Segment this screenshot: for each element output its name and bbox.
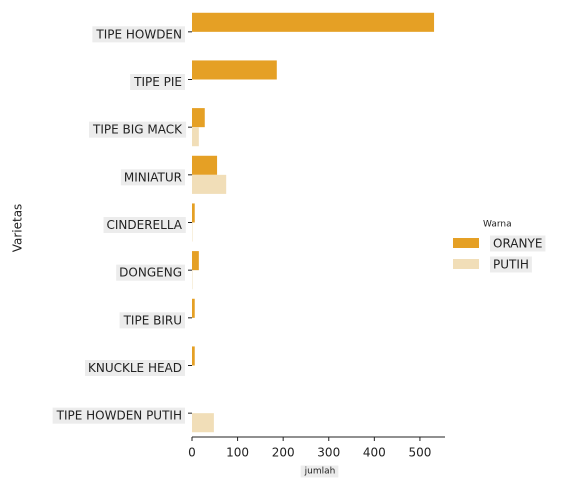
y-tick-label-bg bbox=[92, 26, 185, 43]
legend-label: ORANYE bbox=[493, 237, 542, 251]
y-tick-label-bg bbox=[116, 264, 185, 281]
bar bbox=[192, 346, 195, 366]
y-tick-label: TIPE PIE bbox=[133, 75, 182, 89]
bar bbox=[192, 127, 199, 147]
x-tick-label: 300 bbox=[317, 446, 340, 460]
bar bbox=[192, 12, 435, 32]
legend-swatch bbox=[453, 259, 479, 269]
y-tick-label: TIPE HOWDEN bbox=[95, 27, 182, 41]
y-tick-label-bg bbox=[52, 407, 185, 424]
y-axis-title: Varietas bbox=[11, 204, 25, 253]
y-tick-label: MINIATUR bbox=[124, 170, 182, 184]
y-tick-label: TIPE BIG MACK bbox=[92, 123, 183, 137]
y-tick-label: DONGENG bbox=[119, 266, 182, 280]
x-axis-title-bg bbox=[300, 465, 339, 478]
x-axis-title: jumlah bbox=[304, 467, 336, 477]
bar bbox=[192, 298, 195, 318]
legend-swatch bbox=[453, 238, 479, 248]
y-tick-label-bg bbox=[120, 169, 185, 186]
legend-label: PUTIH bbox=[493, 258, 529, 272]
bar bbox=[192, 60, 277, 80]
y-tick-label: TIPE HOWDEN PUTIH bbox=[56, 409, 182, 423]
y-tick-label-bg bbox=[103, 217, 186, 233]
legend-label-bg bbox=[490, 235, 546, 252]
bar bbox=[192, 413, 214, 433]
y-tick-label-bg bbox=[130, 74, 185, 90]
y-tick-label: KNUCKLE HEAD bbox=[88, 361, 182, 375]
x-tick-label: 200 bbox=[272, 446, 295, 460]
x-tick-label: 100 bbox=[226, 446, 249, 460]
legend-label-bg bbox=[490, 256, 532, 273]
x-tick-label: 500 bbox=[408, 446, 431, 460]
bar bbox=[192, 108, 205, 128]
x-tick-label: 400 bbox=[363, 446, 386, 460]
y-tick-label: TIPE BIRU bbox=[123, 313, 182, 327]
legend-title: Warna bbox=[483, 220, 512, 230]
x-tick-label: 0 bbox=[188, 446, 196, 460]
y-tick-label-bg bbox=[84, 360, 185, 376]
y-tick-label: CINDERELLA bbox=[107, 218, 183, 232]
bar bbox=[192, 174, 227, 194]
y-tick-label-bg bbox=[89, 121, 187, 138]
bar bbox=[192, 203, 195, 223]
y-tick-label-bg bbox=[119, 312, 185, 329]
bar bbox=[192, 251, 199, 271]
bar bbox=[192, 155, 218, 175]
